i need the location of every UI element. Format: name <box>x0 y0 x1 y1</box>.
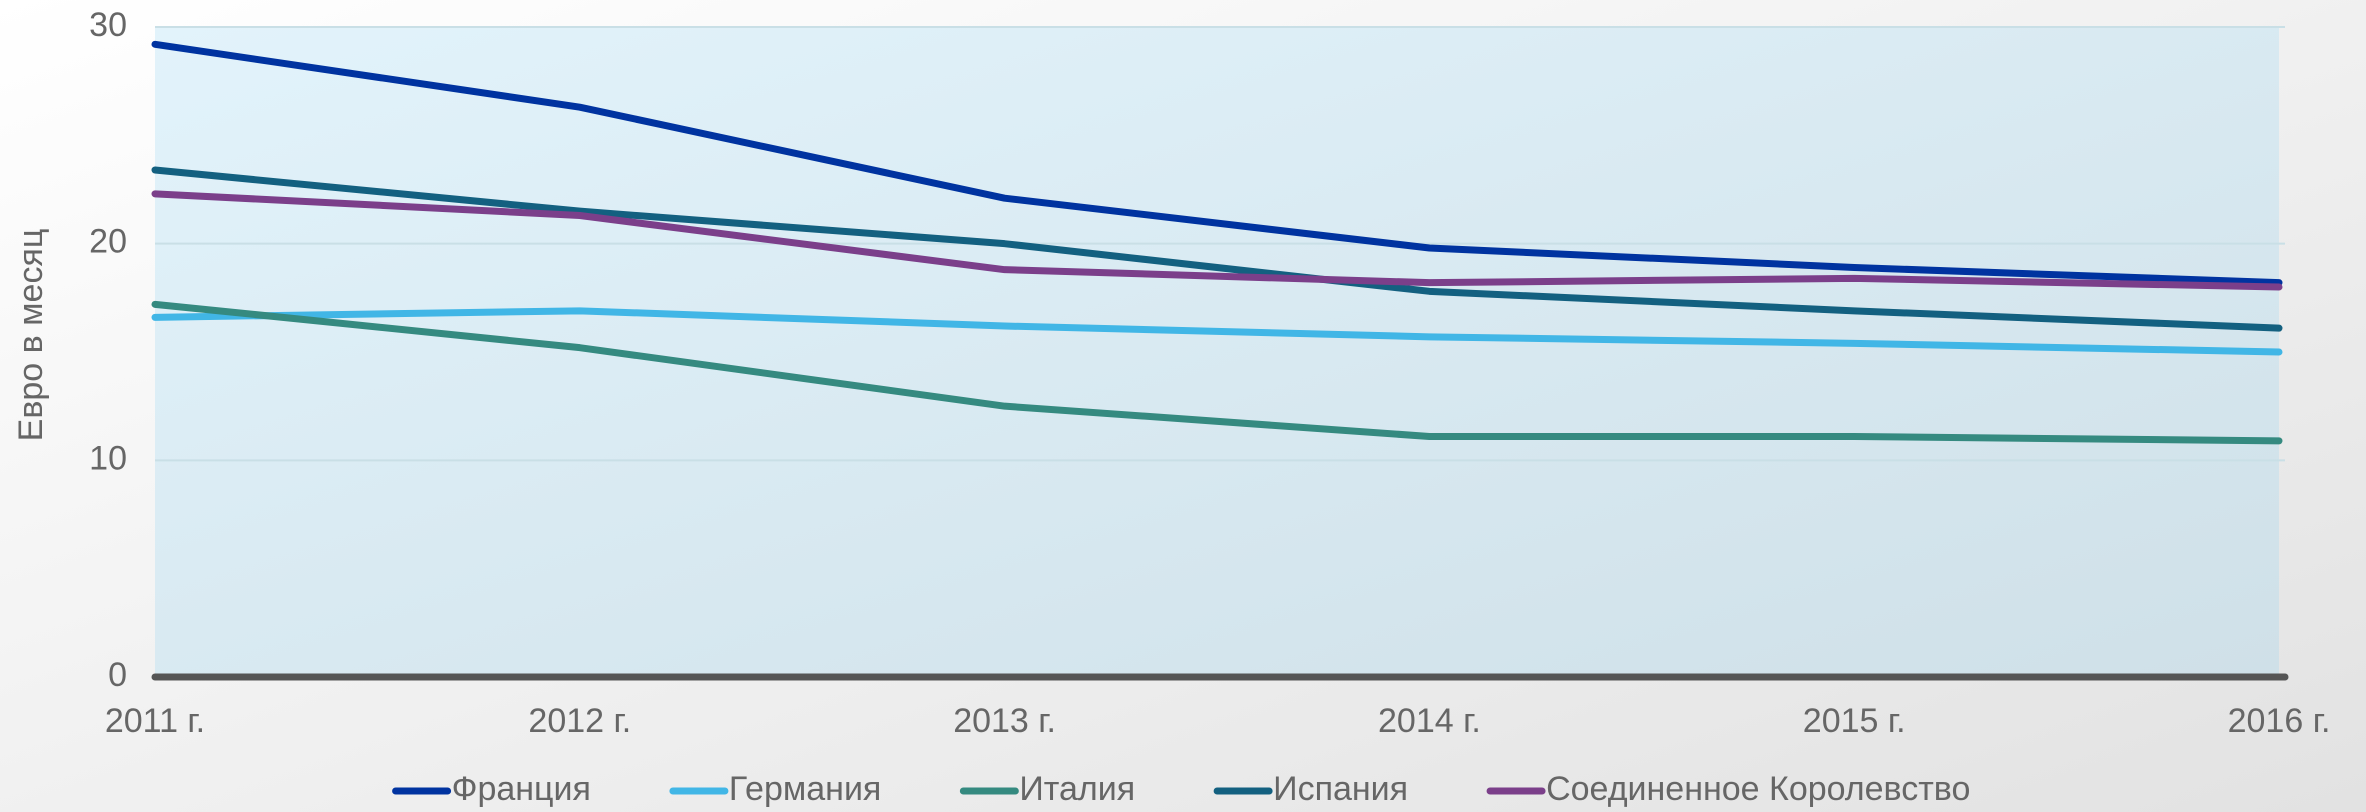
series-line <box>151 40 2283 287</box>
plot-area <box>155 27 2279 677</box>
legend-label: Испания <box>1273 770 1408 808</box>
legend-label: Соединенное Королевство <box>1546 770 1970 808</box>
y-tick-label: 0 <box>108 656 127 694</box>
x-tick-label: 2012 г. <box>528 702 631 740</box>
y-tick-label: 10 <box>89 439 127 477</box>
legend-label: Франция <box>452 770 591 808</box>
x-tick-label: 2011 г. <box>105 702 205 740</box>
series-line <box>151 166 2283 332</box>
y-tick-label: 30 <box>89 6 127 44</box>
x-tick-label: 2014 г. <box>1378 702 1481 740</box>
x-tick-label: 2016 г. <box>2228 702 2331 740</box>
y-tick-label: 20 <box>89 223 127 261</box>
legend-label: Италия <box>1019 770 1135 808</box>
series-line <box>151 190 2283 291</box>
y-axis-label: Евро в месяц <box>12 229 50 442</box>
legend-label: Германия <box>729 770 881 808</box>
series-line <box>151 307 2283 356</box>
series-line <box>151 300 2283 445</box>
x-tick-label: 2013 г. <box>953 702 1056 740</box>
x-tick-label: 2015 г. <box>1803 702 1906 740</box>
